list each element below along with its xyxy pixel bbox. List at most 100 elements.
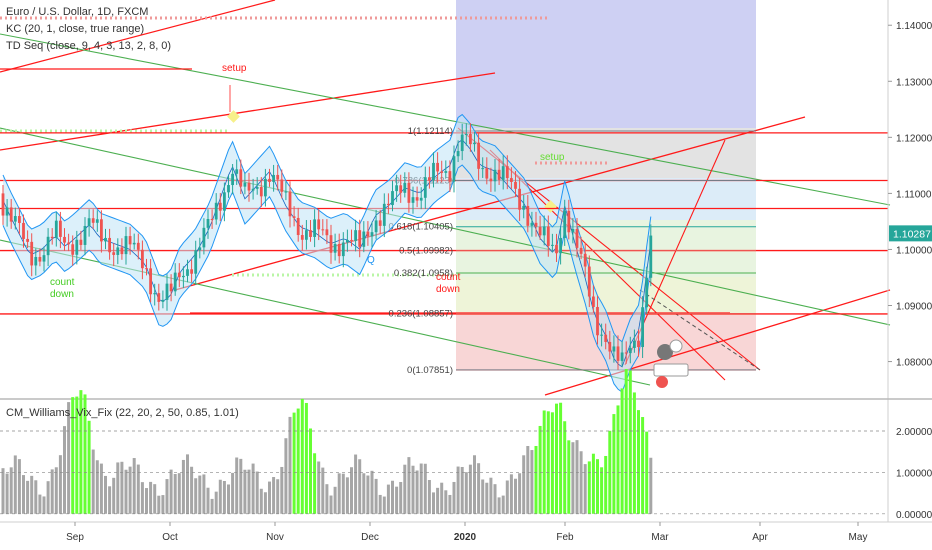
down-label-word: down xyxy=(50,289,74,300)
candle-body xyxy=(182,275,185,278)
vix-bar xyxy=(198,475,202,514)
candle-body xyxy=(522,205,526,210)
candle-body xyxy=(493,169,497,182)
candle-body xyxy=(370,232,374,237)
candle-body xyxy=(464,133,468,135)
candle-body xyxy=(132,242,136,245)
candle-body xyxy=(30,241,34,266)
vix-bar xyxy=(325,484,329,514)
candle-body xyxy=(177,272,181,278)
vix-bar xyxy=(22,475,25,514)
candle-body xyxy=(292,216,296,218)
price-axis[interactable]: 1.14000 1.13000 1.12000 1.11000 1.10000 1.090… xyxy=(887,0,932,522)
vix-bar xyxy=(95,460,99,514)
vix-bar xyxy=(5,473,9,514)
candle-body xyxy=(59,220,62,237)
annotations: setup setup count down count down Q xyxy=(50,63,689,388)
candle-body xyxy=(317,219,321,230)
candle-body xyxy=(313,219,316,237)
chart-title[interactable]: Euro / U.S. Dollar, 1D, FXCM xyxy=(6,6,149,18)
candle-body xyxy=(518,188,521,210)
vix-bar xyxy=(505,480,509,514)
vix-indicator-label[interactable]: CM_Williams_Vix_Fix (22, 20, 2, 50, 0.85… xyxy=(6,407,239,419)
vix-bar xyxy=(550,412,554,514)
candle-body xyxy=(387,203,390,206)
time-tick-label: Apr xyxy=(752,532,768,543)
vix-bar xyxy=(108,486,112,514)
last-price-tag: 1.10287 xyxy=(889,225,932,242)
time-tick-label: 2020 xyxy=(454,532,477,543)
vix-bar xyxy=(268,481,271,514)
earnings-badge[interactable] xyxy=(653,339,689,388)
vix-bar xyxy=(534,445,538,514)
price-tick-label: 1.12000 xyxy=(896,133,932,144)
main-legend: Euro / U.S. Dollar, 1D, FXCM KC (20, 1, … xyxy=(6,4,171,55)
vix-bar xyxy=(518,473,522,514)
vix-bar xyxy=(329,495,333,514)
candle-body xyxy=(411,197,415,203)
setup-label: setup xyxy=(540,152,565,163)
candle-body xyxy=(206,218,210,228)
vix-bar xyxy=(464,472,468,514)
candle-body xyxy=(419,197,423,201)
last-price-label: 1.10287 xyxy=(893,228,931,240)
vix-bar xyxy=(58,455,62,514)
candle-body xyxy=(79,239,83,245)
vix-bar xyxy=(132,458,136,514)
vix-bar xyxy=(440,482,444,514)
candle-body xyxy=(210,218,214,220)
vix-bar xyxy=(509,474,513,514)
vix-bar xyxy=(600,467,604,514)
vix-bar xyxy=(222,480,226,514)
candle-body xyxy=(649,235,653,278)
vix-bar xyxy=(300,398,304,514)
vix-axis[interactable]: 0.00000 1.00000 2.00000 xyxy=(0,427,932,521)
vix-bar xyxy=(587,461,591,514)
vix-bar xyxy=(67,402,71,514)
vix-bar xyxy=(317,461,321,514)
vix-bar xyxy=(514,478,517,514)
time-tick-label: May xyxy=(849,532,868,543)
vix-bar xyxy=(136,464,140,514)
vix-bar xyxy=(468,464,472,514)
candle-body xyxy=(358,230,362,247)
vix-bar xyxy=(313,453,317,514)
candle-body xyxy=(534,222,538,227)
candle-body xyxy=(571,229,575,233)
vix-bar xyxy=(641,417,645,514)
candle-body xyxy=(296,217,300,236)
vix-bar xyxy=(124,469,128,514)
vix-bar xyxy=(194,478,198,514)
vix-bar xyxy=(427,480,431,514)
candle-body xyxy=(169,283,173,292)
candle-body xyxy=(555,244,558,254)
vix-bar xyxy=(616,405,620,514)
candle-body xyxy=(218,202,222,211)
vix-bar xyxy=(210,498,214,514)
vix-bar xyxy=(17,459,21,514)
time-tick-label: Oct xyxy=(162,532,178,543)
vix-bar xyxy=(145,488,148,514)
candle-body xyxy=(251,188,255,191)
candle-body xyxy=(272,174,275,182)
vix-bar xyxy=(38,494,42,514)
candle-body xyxy=(34,256,38,266)
kc-indicator-label[interactable]: KC (20, 1, close, true range) xyxy=(6,23,145,35)
channel-line-red xyxy=(544,289,891,396)
vix-bar xyxy=(481,479,485,514)
candle-body xyxy=(235,169,239,174)
vix-tick-label: 2.00000 xyxy=(896,427,932,438)
time-axis[interactable]: Sep Oct Nov Dec 2020 Feb Mar Apr May xyxy=(66,522,867,543)
candle-body xyxy=(329,235,333,253)
td-indicator-label[interactable]: TD Seq (close, 9, 4, 3, 13, 2, 8, 0) xyxy=(6,40,172,52)
candle-body xyxy=(440,171,444,173)
vix-bar xyxy=(571,442,575,514)
fib-level-label: 0.5(1.09982) xyxy=(399,245,453,256)
vix-bar xyxy=(354,454,358,514)
vix-bar xyxy=(620,388,624,514)
vix-bar xyxy=(153,484,157,514)
vix-bar xyxy=(231,472,235,514)
time-tick-label: Nov xyxy=(266,532,284,543)
candle-body xyxy=(575,229,579,248)
